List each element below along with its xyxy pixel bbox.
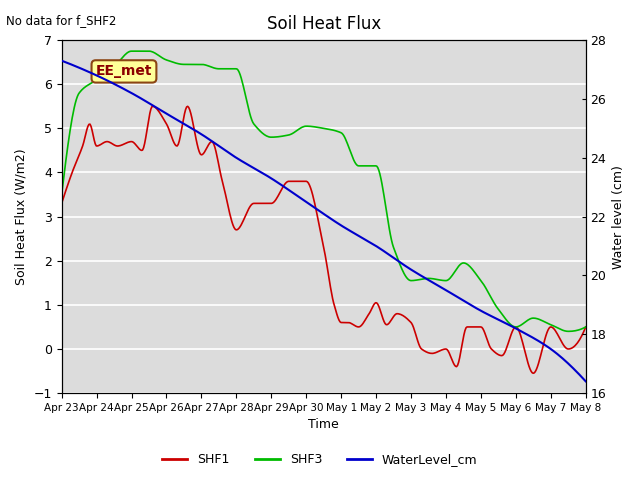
Text: EE_met: EE_met	[96, 64, 152, 78]
Y-axis label: Water level (cm): Water level (cm)	[612, 165, 625, 268]
Text: No data for f_SHF2: No data for f_SHF2	[6, 14, 116, 27]
Title: Soil Heat Flux: Soil Heat Flux	[266, 15, 381, 33]
X-axis label: Time: Time	[308, 419, 339, 432]
Legend: SHF1, SHF3, WaterLevel_cm: SHF1, SHF3, WaterLevel_cm	[157, 448, 483, 471]
Y-axis label: Soil Heat Flux (W/m2): Soil Heat Flux (W/m2)	[15, 148, 28, 285]
